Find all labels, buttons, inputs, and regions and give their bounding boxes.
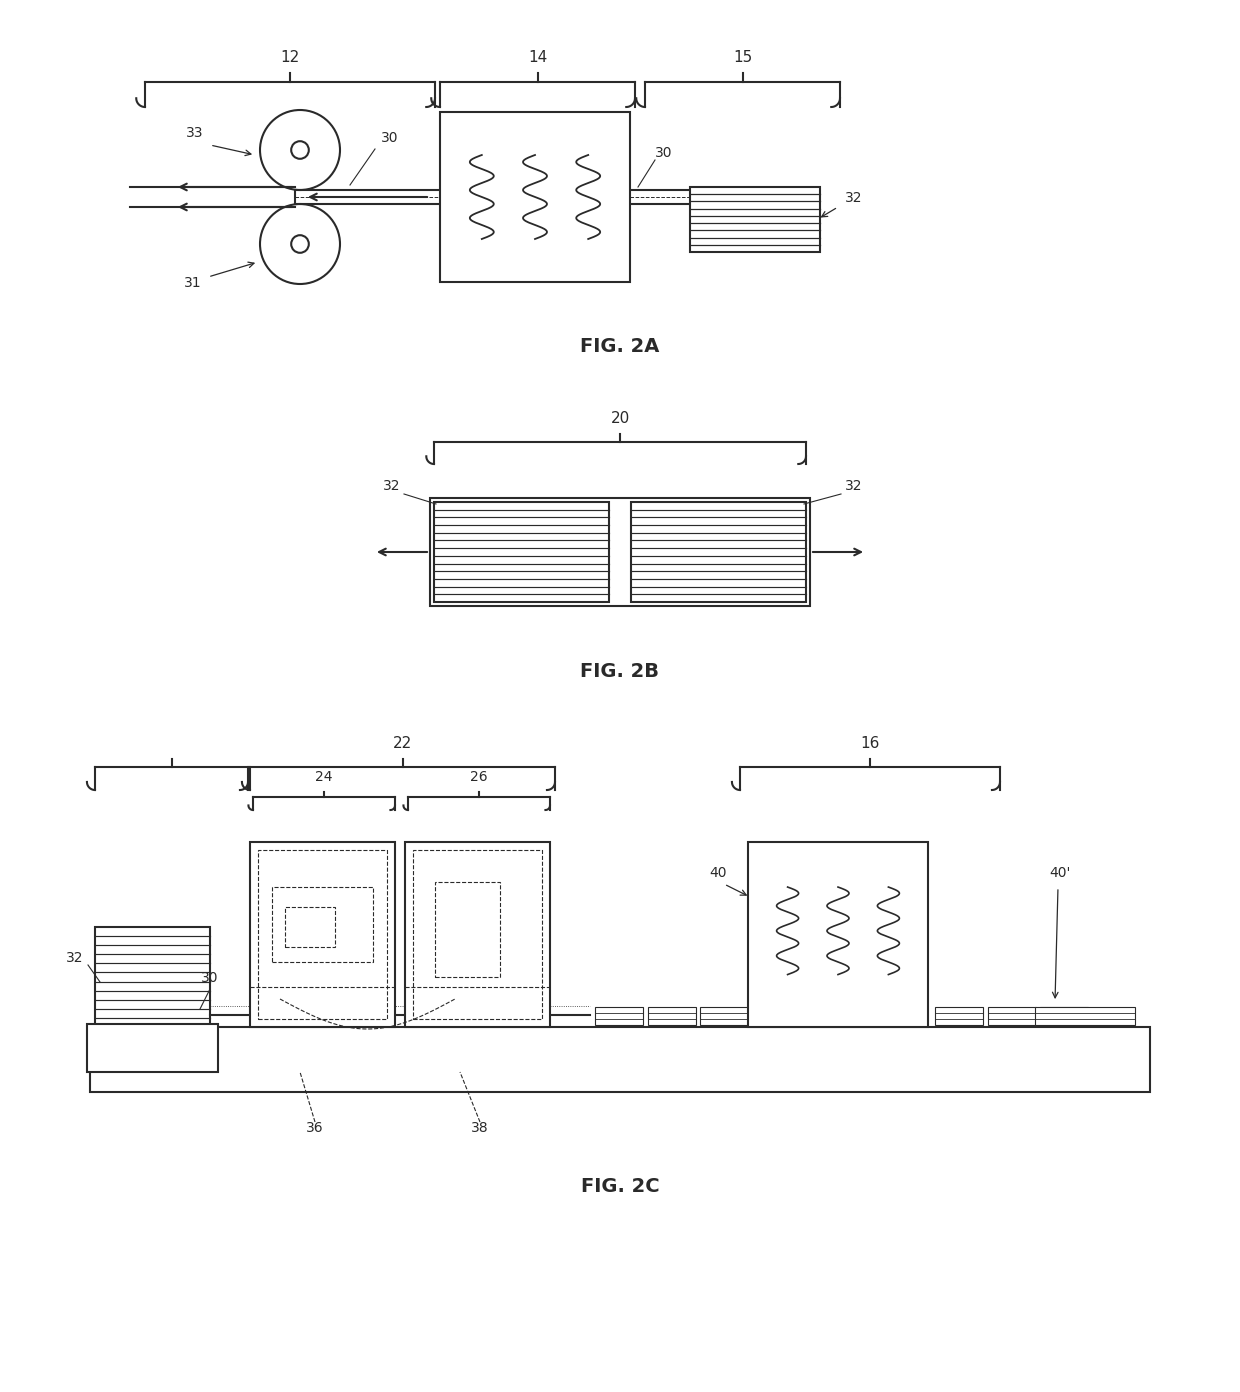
Text: 31: 31 <box>185 276 202 290</box>
Text: 32: 32 <box>844 191 863 205</box>
Text: 24: 24 <box>315 770 332 785</box>
Text: 32: 32 <box>846 479 863 493</box>
Bar <box>91 1027 1149 1091</box>
Text: 15: 15 <box>733 50 753 65</box>
Bar <box>440 111 630 283</box>
Bar <box>413 851 542 1019</box>
Text: 20: 20 <box>610 411 630 426</box>
Bar <box>1040 1006 1087 1025</box>
Bar <box>1035 1006 1135 1025</box>
Bar <box>649 1006 696 1025</box>
Text: FIG. 2C: FIG. 2C <box>580 1178 660 1196</box>
Bar <box>689 187 820 252</box>
Bar <box>250 842 396 1027</box>
Text: FIG. 2B: FIG. 2B <box>580 663 660 681</box>
Bar <box>435 883 500 977</box>
Text: 26: 26 <box>470 770 487 785</box>
Bar <box>935 1006 983 1025</box>
Bar <box>430 498 810 606</box>
Text: 30: 30 <box>381 131 399 145</box>
Text: 14: 14 <box>528 50 547 65</box>
Text: 38: 38 <box>471 1121 489 1134</box>
Text: 30: 30 <box>201 972 218 986</box>
Text: 12: 12 <box>280 50 300 65</box>
Text: 40: 40 <box>709 866 727 880</box>
Bar <box>295 189 800 205</box>
Bar <box>988 1006 1035 1025</box>
Text: 30: 30 <box>655 146 672 160</box>
Bar <box>95 927 210 1027</box>
Text: 40': 40' <box>1049 866 1070 880</box>
Bar <box>595 1006 644 1025</box>
Bar <box>405 842 551 1027</box>
Bar <box>285 908 335 947</box>
Text: 33: 33 <box>186 127 203 141</box>
Bar <box>258 851 387 1019</box>
Text: 36: 36 <box>306 1121 324 1134</box>
Bar <box>87 1025 218 1072</box>
Text: 32: 32 <box>383 479 401 493</box>
Bar <box>434 503 609 601</box>
Text: 22: 22 <box>393 736 412 750</box>
Text: 32: 32 <box>66 951 83 965</box>
Text: 16: 16 <box>861 736 879 750</box>
Text: FIG. 2A: FIG. 2A <box>580 337 660 356</box>
Bar <box>748 842 928 1027</box>
Bar <box>631 503 806 601</box>
Bar <box>272 887 373 962</box>
Bar <box>701 1006 748 1025</box>
